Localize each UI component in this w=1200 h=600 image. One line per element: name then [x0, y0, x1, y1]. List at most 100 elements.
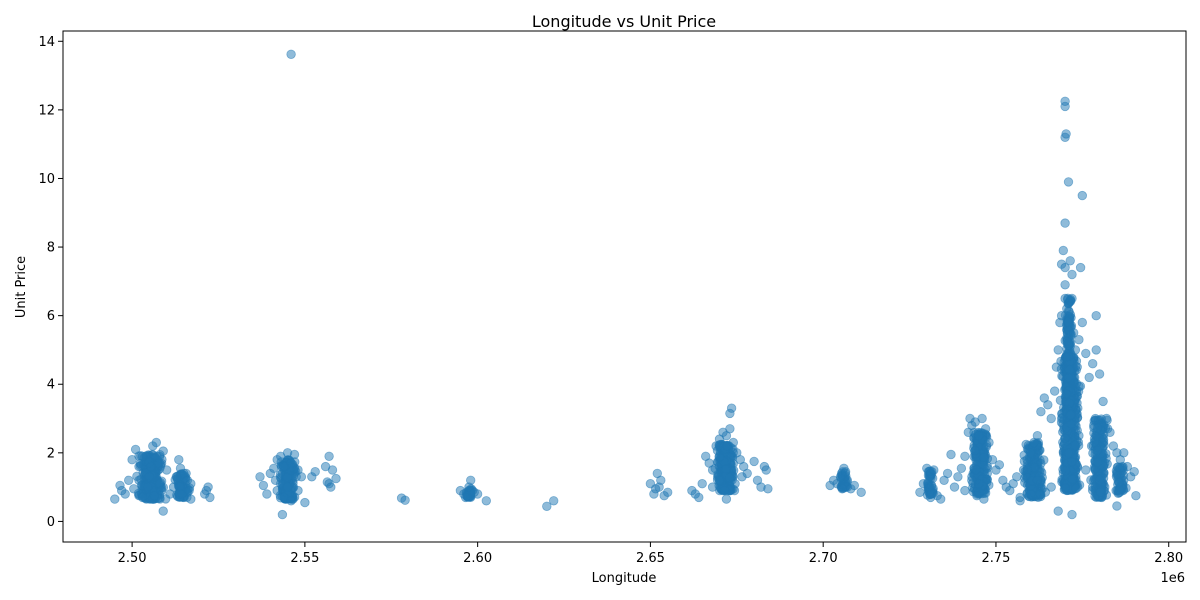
data-point: [286, 458, 296, 468]
x-axis-offset-label: 1e6: [1160, 571, 1185, 586]
data-point: [1064, 307, 1074, 317]
data-point: [289, 449, 300, 460]
data-point: [1063, 338, 1074, 348]
data-point: [1074, 431, 1084, 441]
points-layer: [110, 49, 1141, 520]
x-axis: 2.50 2.55 2.60 2.65 2.70 2.75 2.80: [118, 542, 1183, 566]
x-axis-label: Longitude: [592, 571, 657, 586]
data-point: [158, 506, 168, 516]
data-point: [1119, 448, 1129, 458]
data-point: [1105, 427, 1115, 438]
data-point: [286, 49, 296, 60]
x-tick-label: 2.60: [463, 551, 492, 566]
data-point: [856, 487, 866, 498]
data-point: [987, 455, 998, 465]
x-tick-label: 2.70: [809, 551, 838, 566]
data-point: [1081, 465, 1091, 475]
data-point: [915, 487, 925, 498]
data-point: [994, 460, 1005, 470]
data-point: [725, 424, 735, 434]
data-point: [1095, 487, 1106, 497]
data-point: [262, 489, 272, 499]
data-point: [277, 509, 288, 520]
data-point: [929, 465, 939, 475]
data-point: [849, 480, 860, 491]
data-point: [149, 491, 160, 501]
data-point: [324, 479, 334, 489]
data-point: [282, 472, 292, 483]
data-point: [1092, 445, 1103, 456]
data-point: [953, 472, 963, 482]
data-point: [137, 451, 148, 462]
data-point: [1065, 256, 1075, 266]
data-point: [1070, 345, 1081, 355]
data-point: [960, 485, 970, 496]
data-point: [1053, 345, 1063, 355]
data-point: [1064, 398, 1075, 408]
data-point: [725, 408, 735, 419]
data-point: [1025, 489, 1036, 499]
data-point: [707, 482, 718, 492]
data-point: [1063, 448, 1074, 458]
data-point: [980, 424, 991, 434]
data-point: [331, 473, 341, 484]
data-point: [728, 437, 739, 448]
data-point: [1098, 434, 1109, 445]
data-point: [749, 456, 759, 467]
data-point: [1035, 489, 1045, 499]
data-point: [763, 484, 773, 494]
x-tick-label: 2.80: [1154, 551, 1183, 566]
data-point: [1060, 280, 1070, 290]
data-point: [1051, 362, 1062, 372]
data-point: [1129, 467, 1139, 477]
data-point: [956, 463, 967, 474]
data-point: [1068, 328, 1079, 338]
data-point: [400, 495, 410, 505]
data-point: [186, 494, 196, 504]
data-point: [840, 467, 851, 477]
data-point: [730, 479, 740, 489]
data-point: [161, 465, 172, 475]
data-point: [970, 445, 980, 456]
data-point: [918, 479, 929, 489]
data-point: [979, 494, 989, 504]
data-point: [1061, 352, 1071, 362]
data-point: [1056, 311, 1067, 321]
data-point: [982, 468, 993, 479]
data-point: [1018, 465, 1029, 475]
data-point: [1046, 413, 1056, 424]
data-point: [1049, 386, 1060, 396]
data-point: [1032, 475, 1043, 486]
data-point: [310, 467, 320, 477]
data-point: [1071, 483, 1081, 494]
data-point: [974, 431, 984, 441]
data-point: [258, 480, 269, 491]
data-point: [1091, 311, 1101, 321]
data-point: [134, 461, 144, 472]
data-point: [1060, 433, 1071, 443]
data-point: [1067, 269, 1077, 280]
data-point: [1012, 472, 1022, 482]
data-point: [123, 475, 134, 486]
data-point: [936, 494, 946, 504]
data-point: [1032, 431, 1043, 441]
data-point: [967, 475, 977, 486]
data-point: [984, 437, 994, 448]
data-point: [1122, 461, 1133, 472]
chart-title: Longitude vs Unit Price: [532, 12, 716, 31]
y-tick-label: 4: [47, 378, 55, 393]
data-point: [1015, 496, 1025, 506]
data-point: [1053, 506, 1063, 516]
data-point: [663, 487, 673, 498]
data-point: [720, 485, 730, 496]
data-point: [146, 461, 156, 472]
data-point: [1064, 364, 1075, 375]
data-point: [1114, 478, 1124, 488]
data-point: [1072, 362, 1082, 372]
data-point: [300, 497, 310, 508]
data-point: [1074, 335, 1084, 345]
plot-frame: [62, 30, 1187, 543]
data-point: [184, 485, 194, 496]
data-point: [1061, 389, 1072, 399]
data-point: [1092, 457, 1103, 468]
